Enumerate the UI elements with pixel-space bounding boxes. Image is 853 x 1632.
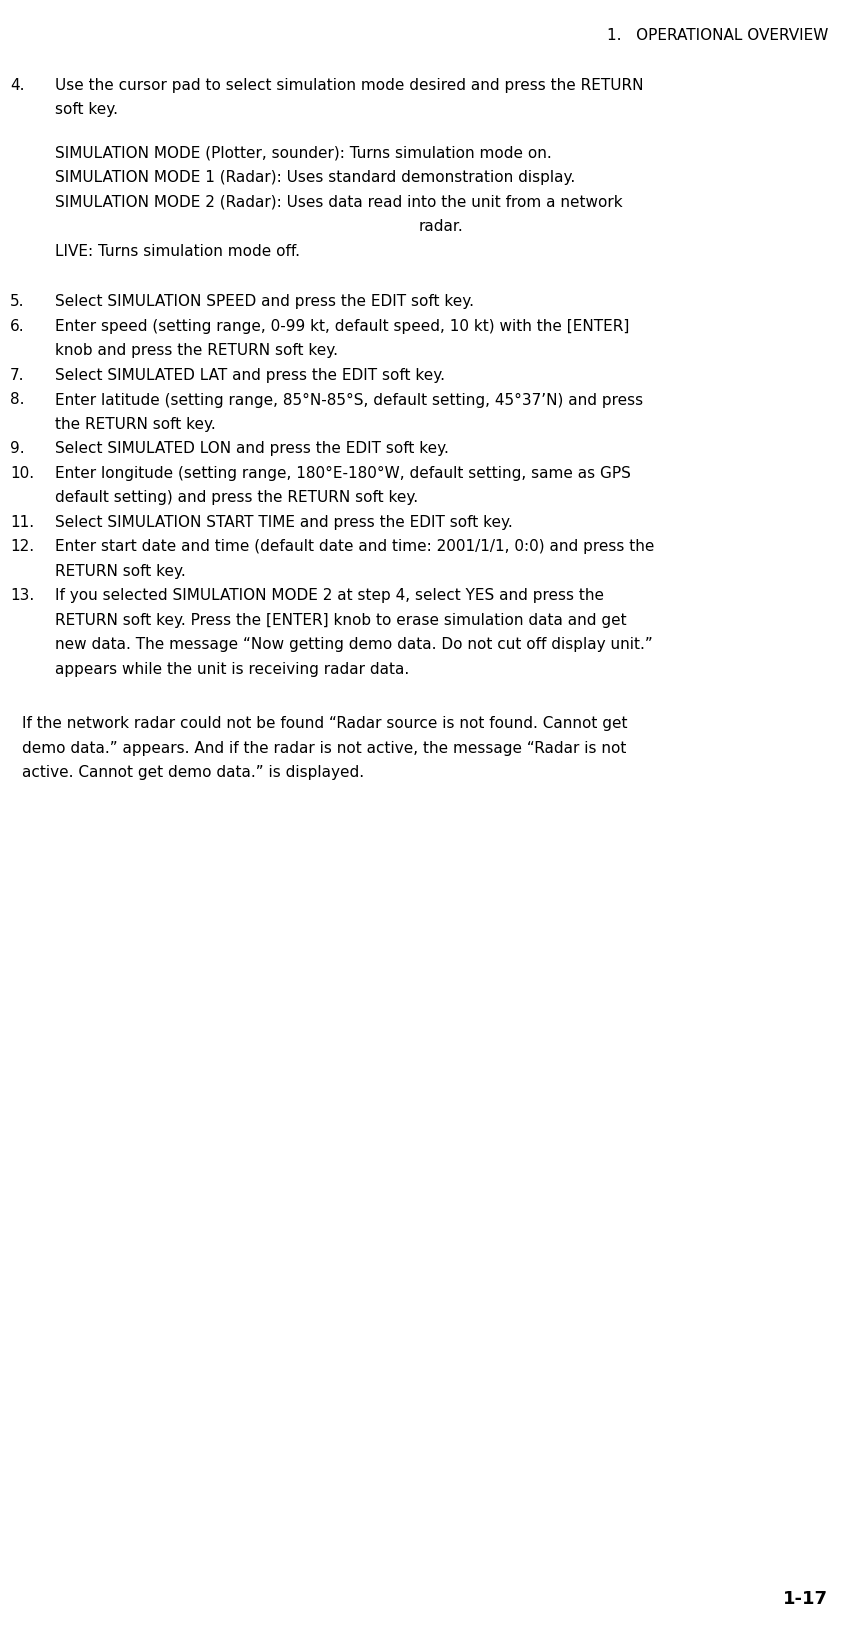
Text: Select SIMULATION SPEED and press the EDIT soft key.: Select SIMULATION SPEED and press the ED…: [55, 294, 473, 310]
Text: SIMULATION MODE (Plotter, sounder): Turns simulation mode on.: SIMULATION MODE (Plotter, sounder): Turn…: [55, 145, 551, 162]
Text: new data. The message “Now getting demo data. Do not cut off display unit.”: new data. The message “Now getting demo …: [55, 636, 652, 653]
Text: Use the cursor pad to select simulation mode desired and press the RETURN: Use the cursor pad to select simulation …: [55, 78, 643, 93]
Text: knob and press the RETURN soft key.: knob and press the RETURN soft key.: [55, 343, 338, 359]
Text: demo data.” appears. And if the radar is not active, the message “Radar is not: demo data.” appears. And if the radar is…: [22, 741, 625, 756]
Text: SIMULATION MODE 1 (Radar): Uses standard demonstration display.: SIMULATION MODE 1 (Radar): Uses standard…: [55, 170, 575, 186]
Text: radar.: radar.: [419, 219, 463, 235]
Text: 9.: 9.: [10, 441, 25, 457]
Text: Select SIMULATION START TIME and press the EDIT soft key.: Select SIMULATION START TIME and press t…: [55, 514, 512, 530]
Text: 13.: 13.: [10, 588, 34, 604]
Text: 12.: 12.: [10, 539, 34, 555]
Text: 1-17: 1-17: [782, 1590, 827, 1608]
Text: RETURN soft key.: RETURN soft key.: [55, 563, 186, 579]
Text: soft key.: soft key.: [55, 103, 118, 118]
Text: Enter latitude (setting range, 85°N-85°S, default setting, 45°37’N) and press: Enter latitude (setting range, 85°N-85°S…: [55, 392, 642, 408]
Text: If you selected SIMULATION MODE 2 at step 4, select YES and press the: If you selected SIMULATION MODE 2 at ste…: [55, 588, 603, 604]
Text: 1.   OPERATIONAL OVERVIEW: 1. OPERATIONAL OVERVIEW: [606, 28, 827, 42]
Text: Enter longitude (setting range, 180°E-180°W, default setting, same as GPS: Enter longitude (setting range, 180°E-18…: [55, 465, 630, 481]
Text: 10.: 10.: [10, 465, 34, 481]
Text: appears while the unit is receiving radar data.: appears while the unit is receiving rada…: [55, 661, 409, 677]
Text: 4.: 4.: [10, 78, 25, 93]
Text: 5.: 5.: [10, 294, 25, 310]
Text: 8.: 8.: [10, 392, 25, 408]
Text: Enter speed (setting range, 0-99 kt, default speed, 10 kt) with the [ENTER]: Enter speed (setting range, 0-99 kt, def…: [55, 318, 629, 335]
Text: the RETURN soft key.: the RETURN soft key.: [55, 416, 216, 432]
Text: 11.: 11.: [10, 514, 34, 530]
Text: active. Cannot get demo data.” is displayed.: active. Cannot get demo data.” is displa…: [22, 765, 363, 780]
Text: default setting) and press the RETURN soft key.: default setting) and press the RETURN so…: [55, 490, 418, 506]
Text: 6.: 6.: [10, 318, 25, 335]
Text: SIMULATION MODE 2 (Radar): Uses data read into the unit from a network: SIMULATION MODE 2 (Radar): Uses data rea…: [55, 194, 622, 211]
Text: LIVE: Turns simulation mode off.: LIVE: Turns simulation mode off.: [55, 243, 299, 259]
Text: 7.: 7.: [10, 367, 25, 384]
Text: RETURN soft key. Press the [ENTER] knob to erase simulation data and get: RETURN soft key. Press the [ENTER] knob …: [55, 612, 626, 628]
Text: Select SIMULATED LON and press the EDIT soft key.: Select SIMULATED LON and press the EDIT …: [55, 441, 449, 457]
Text: Enter start date and time (default date and time: 2001/1/1, 0:0) and press the: Enter start date and time (default date …: [55, 539, 653, 555]
Text: Select SIMULATED LAT and press the EDIT soft key.: Select SIMULATED LAT and press the EDIT …: [55, 367, 444, 384]
Text: If the network radar could not be found “Radar source is not found. Cannot get: If the network radar could not be found …: [22, 716, 627, 731]
